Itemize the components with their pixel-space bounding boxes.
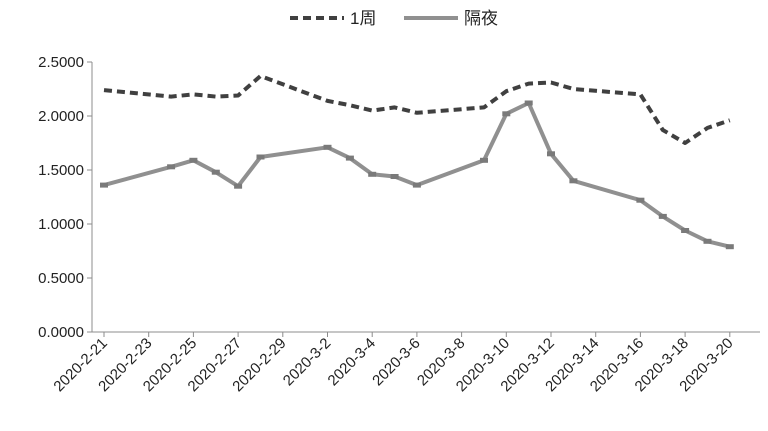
data-point-marker — [100, 182, 108, 188]
data-point-marker — [725, 244, 734, 250]
data-point-marker — [658, 213, 667, 219]
data-point-marker — [524, 100, 533, 106]
data-point-marker — [323, 144, 332, 150]
x-tick-label: 2020-3-4 — [325, 335, 379, 389]
y-tick-label: 2.5000 — [38, 54, 84, 71]
data-point-marker — [569, 178, 578, 184]
data-point-marker — [345, 155, 354, 161]
series-layer — [100, 74, 734, 250]
legend-label-overnight: 隔夜 — [464, 9, 498, 28]
data-point-marker — [390, 174, 399, 179]
data-point-marker — [412, 182, 421, 188]
data-point-marker — [681, 228, 690, 233]
data-point-marker — [502, 111, 511, 117]
legend-label-1week: 1周 — [350, 9, 376, 28]
data-point-marker — [167, 164, 176, 170]
data-point-marker — [211, 169, 220, 175]
data-point-marker — [189, 157, 198, 163]
data-point-marker — [480, 157, 488, 163]
data-point-marker — [234, 183, 243, 189]
series-line-overnight — [103, 101, 731, 249]
data-point-marker — [256, 154, 265, 160]
legend: 1周 隔夜 — [290, 9, 498, 28]
y-tick-label: 0.5000 — [38, 270, 84, 287]
data-point-marker — [703, 238, 712, 244]
data-point-marker — [636, 197, 645, 203]
y-tick-label: 2.0000 — [38, 108, 84, 125]
y-tick-label: 1.5000 — [38, 162, 84, 179]
x-tick-label: 2020-3-6 — [369, 335, 423, 389]
y-tick-label: 0.0000 — [38, 324, 84, 341]
y-tick-label: 1.0000 — [38, 216, 84, 233]
axes: 0.0000 0.5000 1.0000 1.5000 2.0000 2.5000 2020… — [38, 54, 760, 395]
series-line-1week — [103, 74, 731, 145]
x-tick-label: 2020-3-2 — [280, 335, 334, 389]
data-point-marker — [368, 171, 377, 177]
data-point-marker — [547, 151, 555, 157]
